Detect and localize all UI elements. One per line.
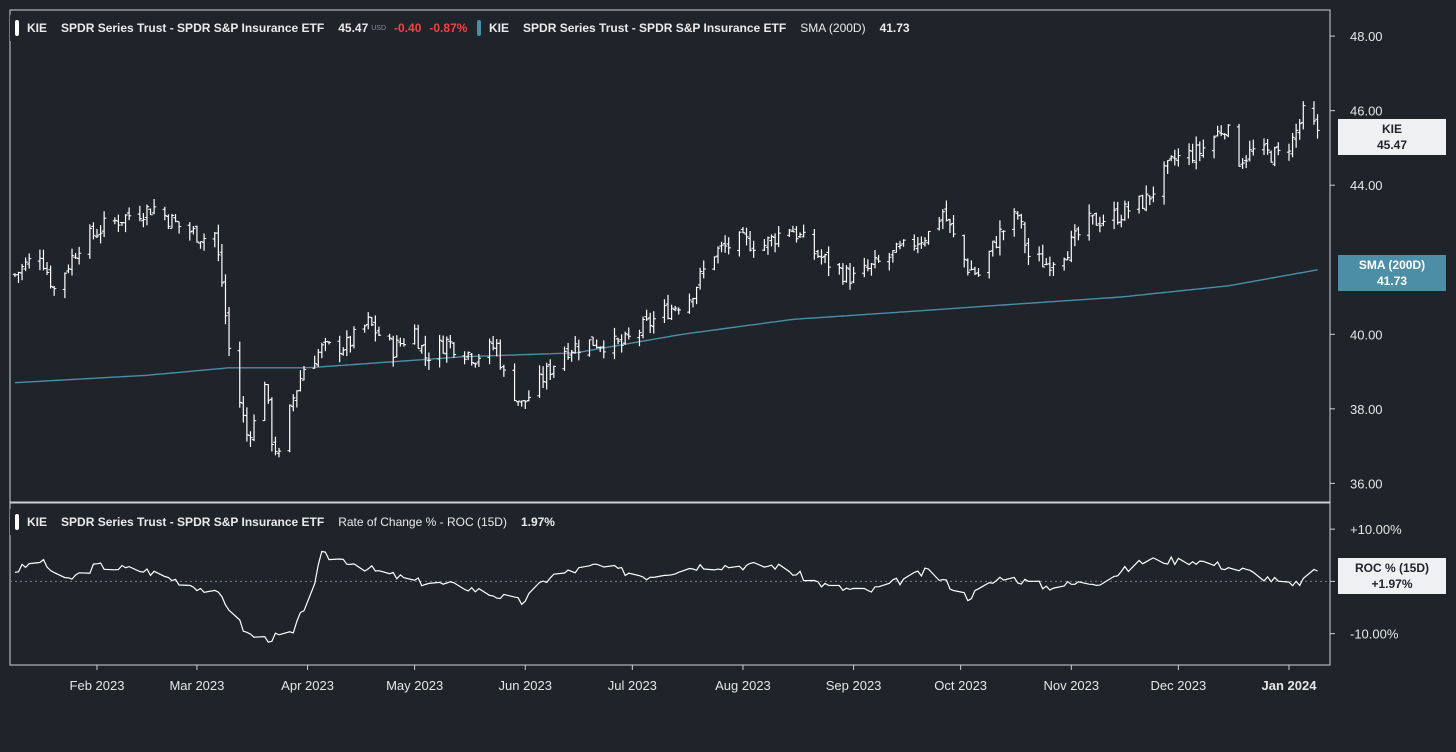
sma-legend-indicator: SMA (200D)	[800, 21, 866, 35]
sma-tag-value: 41.73	[1376, 274, 1408, 288]
x-axis-label: Oct 2023	[934, 678, 987, 693]
x-axis-label: Nov 2023	[1043, 678, 1099, 693]
price-axis-label: 44.00	[1350, 178, 1383, 193]
roc-line	[14, 550, 1318, 643]
price-series-swatch	[15, 20, 19, 36]
sma-legend-security-name: SPDR Series Trust - SPDR S&P Insurance E…	[523, 21, 787, 35]
x-axis-label: Jun 2023	[499, 678, 553, 693]
price-panel-border	[9, 9, 1331, 503]
x-axis-label: Apr 2023	[281, 678, 334, 693]
x-axis-label: Mar 2023	[169, 678, 224, 693]
roc-panel-border	[9, 502, 1331, 666]
roc-legend: KIE SPDR Series Trust - SPDR S&P Insuran…	[10, 509, 563, 535]
sma-tag: SMA (200D) 41.73	[1338, 255, 1446, 291]
price-axis-label: 38.00	[1350, 402, 1383, 417]
legend-currency: USD	[371, 24, 387, 32]
price-axis-label: 36.00	[1350, 476, 1383, 491]
sma-series-swatch	[477, 20, 481, 36]
roc-legend-ticker: KIE	[27, 515, 48, 529]
roc-legend-indicator: Rate of Change % - ROC (15D)	[338, 515, 507, 529]
legend-ticker: KIE	[27, 21, 48, 35]
x-axis-label: Jul 2023	[608, 678, 657, 693]
roc-tag-label: ROC % (15D)	[1354, 561, 1429, 575]
x-axis-label: Dec 2023	[1151, 678, 1207, 693]
price-tag-value: 45.47	[1376, 138, 1408, 152]
x-axis-label: Sep 2023	[826, 678, 882, 693]
sma-legend-ticker: KIE	[489, 21, 510, 35]
legend-change: -0.40	[394, 21, 422, 35]
roc-axis-label: +10.00%	[1350, 522, 1402, 537]
x-axis-label: May 2023	[386, 678, 443, 693]
roc-series-swatch	[15, 514, 19, 530]
legend-security-name: SPDR Series Trust - SPDR S&P Insurance E…	[61, 21, 325, 35]
sma-tag-label: SMA (200D)	[1358, 258, 1426, 272]
x-axis-label: Jan 2024	[1262, 678, 1318, 693]
roc-tag-value: +1.97%	[1371, 577, 1413, 591]
roc-legend-security-name: SPDR Series Trust - SPDR S&P Insurance E…	[61, 515, 325, 529]
legend-change-pct: -0.87%	[429, 21, 468, 35]
legend-last-price: 45.47	[338, 21, 369, 35]
sma-legend-value: 41.73	[879, 21, 910, 35]
price-legend: KIE SPDR Series Trust - SPDR S&P Insuran…	[10, 15, 476, 41]
roc-legend-value: 1.97%	[520, 515, 555, 529]
price-axis-label: 46.00	[1350, 104, 1383, 119]
price-tag: KIE 45.47	[1338, 119, 1446, 155]
x-axis-label: Feb 2023	[70, 678, 125, 693]
price-axis-label: 40.00	[1350, 327, 1383, 342]
sma-legend: KIE SPDR Series Trust - SPDR S&P Insuran…	[472, 15, 918, 41]
roc-axis-label: -10.00%	[1350, 627, 1399, 642]
price-tag-label: KIE	[1381, 122, 1402, 136]
x-axis-label: Aug 2023	[715, 678, 771, 693]
roc-tag: ROC % (15D) +1.97%	[1338, 558, 1446, 594]
price-axis-label: 48.00	[1350, 29, 1383, 44]
sma-line	[14, 269, 1318, 384]
